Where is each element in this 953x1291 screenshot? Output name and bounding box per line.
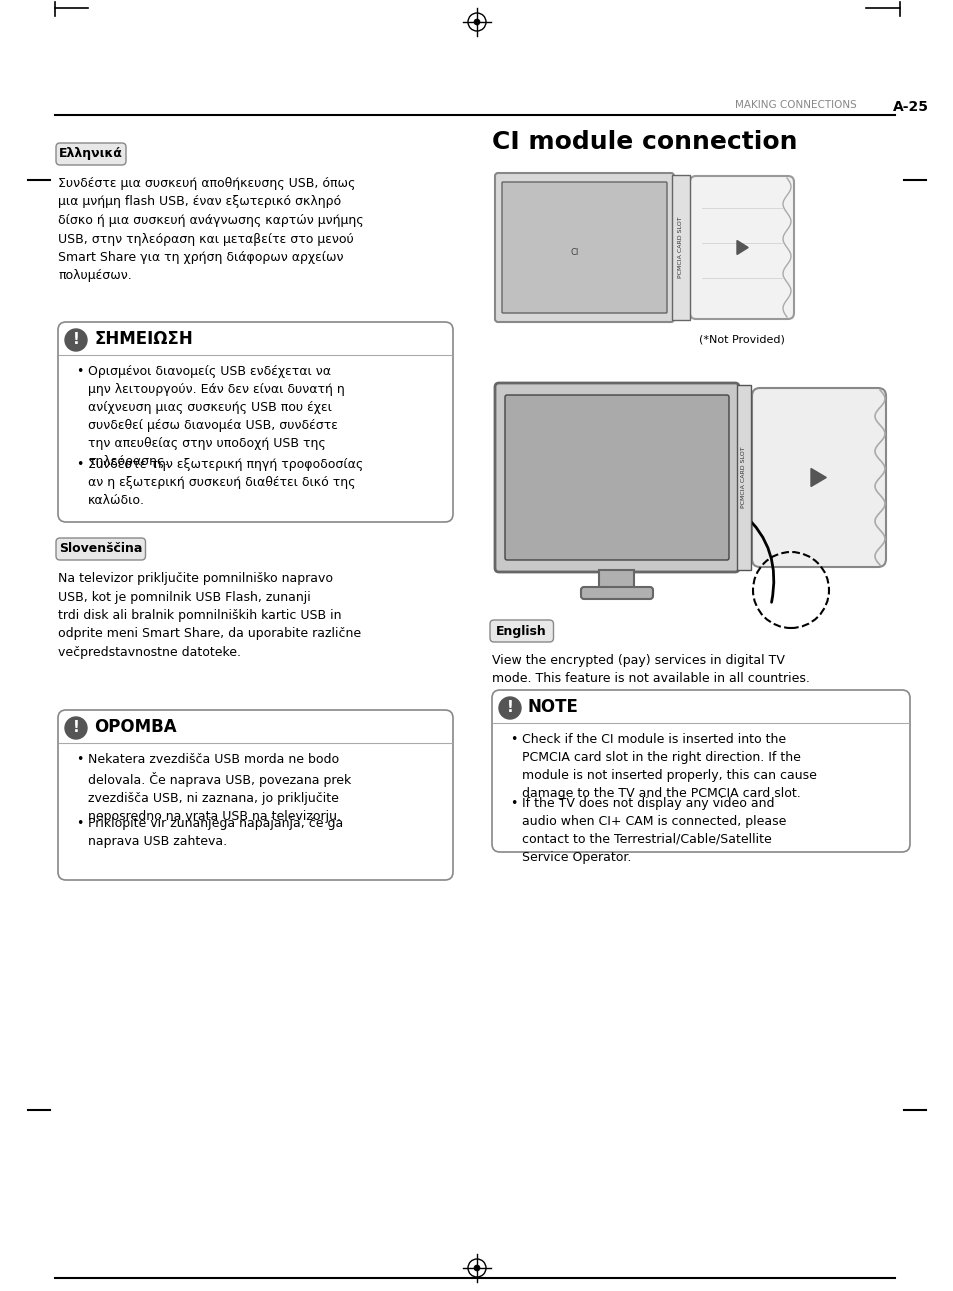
Circle shape [498,697,520,719]
Text: PCMCIA CARD SLOT: PCMCIA CARD SLOT [740,447,745,509]
FancyBboxPatch shape [495,383,739,572]
Text: Priklopite vir zunanjega napajanja, če ga
naprava USB zahteva.: Priklopite vir zunanjega napajanja, če g… [88,817,343,848]
Circle shape [65,717,87,738]
Circle shape [468,13,485,31]
Text: OPOMBA: OPOMBA [94,718,176,736]
FancyBboxPatch shape [504,395,728,560]
Text: Ελληνικά: Ελληνικά [59,147,123,160]
Text: Check if the CI module is inserted into the
PCMCIA card slot in the right direct: Check if the CI module is inserted into … [521,733,816,800]
FancyBboxPatch shape [495,173,673,321]
Text: Nekatera zvezdišča USB morda ne bodo
delovala. Če naprava USB, povezana prek
zve: Nekatera zvezdišča USB morda ne bodo del… [88,753,351,822]
Text: View the encrypted (pay) services in digital TV
mode. This feature is not availa: View the encrypted (pay) services in dig… [492,655,809,686]
Text: •: • [76,753,83,766]
FancyBboxPatch shape [56,538,146,560]
Text: •: • [76,365,83,378]
Text: Ορισμένοι διανομείς USB ενδέχεται να
μην λειτουργούν. Εάν δεν είναι δυνατή η
ανί: Ορισμένοι διανομείς USB ενδέχεται να μην… [88,365,344,469]
Text: If the TV does not display any video and
audio when CI+ CAM is connected, please: If the TV does not display any video and… [521,797,785,864]
Text: English: English [496,625,547,638]
Text: •: • [76,817,83,830]
Text: Slovenščina: Slovenščina [59,542,142,555]
Text: Συνδέστε την εξωτερική πηγή τροφοδοσίας
αν η εξωτερική συσκευή διαθέτει δικό της: Συνδέστε την εξωτερική πηγή τροφοδοσίας … [88,458,363,507]
Bar [737,385,750,571]
Circle shape [468,1259,485,1277]
Text: A-25: A-25 [892,99,928,114]
Text: PCMCIA CARD SLOT: PCMCIA CARD SLOT [678,217,682,279]
Text: CI module connection: CI module connection [492,130,797,154]
Text: •: • [510,733,517,746]
Text: NOTE: NOTE [527,698,578,717]
FancyBboxPatch shape [490,620,553,642]
FancyBboxPatch shape [56,143,126,165]
Circle shape [65,329,87,351]
Text: !: ! [72,333,79,347]
Text: MAKING CONNECTIONS: MAKING CONNECTIONS [734,99,856,110]
Text: !: ! [72,720,79,736]
Text: Συνδέστε μια συσκευή αποθήκευσης USB, όπως
μια μνήμη flash USB, έναν εξωτερικό σ: Συνδέστε μια συσκευή αποθήκευσης USB, όπ… [58,177,363,283]
Text: •: • [76,458,83,471]
Text: ΣΗΜΕΙΩΣΗ: ΣΗΜΕΙΩΣΗ [94,330,193,349]
Text: •: • [510,797,517,809]
Text: (*Not Provided): (*Not Provided) [699,334,784,343]
Circle shape [474,1265,479,1272]
FancyBboxPatch shape [751,389,885,567]
Text: !: ! [506,701,513,715]
Polygon shape [810,469,825,487]
Circle shape [474,19,479,25]
Bar [671,176,689,320]
FancyBboxPatch shape [580,587,652,599]
FancyBboxPatch shape [501,182,666,312]
Polygon shape [737,240,747,254]
Text: CI: CI [570,248,578,257]
FancyBboxPatch shape [689,176,793,319]
Bar [598,571,634,587]
Text: Na televizor priključite pomnilniško napravo
USB, kot je pomnilnik USB Flash, zu: Na televizor priključite pomnilniško nap… [58,572,361,658]
